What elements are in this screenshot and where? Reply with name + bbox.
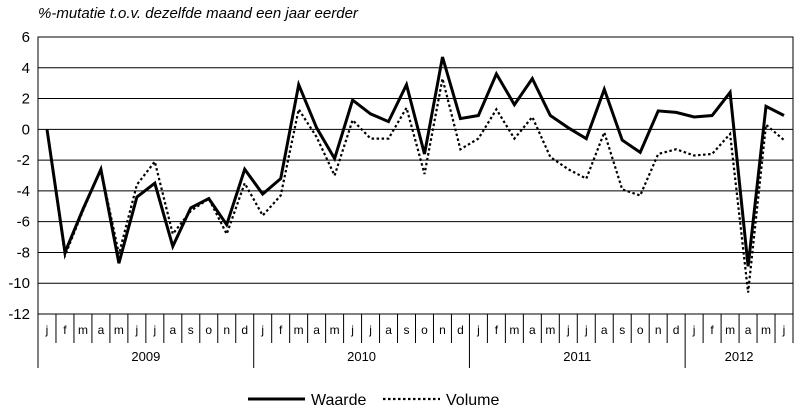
x-tick-label: m: [545, 323, 555, 337]
grid: [38, 36, 793, 315]
x-tick-label: j: [584, 323, 588, 337]
x-tick-label: m: [114, 323, 124, 337]
x-tick-label: j: [153, 323, 157, 337]
x-tick-label: a: [169, 323, 176, 337]
plot-border: [37, 36, 794, 315]
x-tick-label: a: [313, 323, 320, 337]
y-axis-label: %-mutatie t.o.v. dezelfde maand een jaar…: [38, 5, 359, 22]
x-tick-label: m: [509, 323, 519, 337]
y-tick-label: 0: [22, 121, 30, 138]
x-tick-label: j: [135, 323, 139, 337]
year-label: 2011: [563, 349, 591, 364]
year-label: 2009: [131, 349, 160, 364]
x-tick-label: s: [188, 323, 194, 337]
x-tick-label: d: [241, 323, 248, 337]
x-tick-label: j: [782, 323, 786, 337]
y-tick-label: -4: [17, 183, 30, 200]
x-tick-label: j: [260, 323, 264, 337]
x-tick-label: n: [439, 323, 446, 337]
y-tick-label: -12: [8, 306, 30, 323]
x-tick-label: f: [279, 323, 283, 337]
x-tick-label: a: [745, 323, 752, 337]
x-tick-label: j: [350, 323, 354, 337]
legend-item: Volume: [383, 392, 499, 409]
x-tick-label: a: [98, 323, 105, 337]
x-tick-label: j: [45, 323, 49, 337]
series-line-volume: [45, 78, 785, 293]
year-label: 2010: [347, 349, 376, 364]
year-label: 2012: [725, 349, 754, 364]
x-tick-label: d: [457, 323, 464, 337]
x-tick-label: j: [476, 323, 480, 337]
x-tick-label: n: [223, 323, 230, 337]
x-tick-label: o: [205, 323, 212, 337]
y-tick-label: 6: [22, 29, 30, 46]
plot-frame: [37, 36, 794, 315]
y-tick-label: 4: [22, 60, 30, 77]
x-tick-label: n: [655, 323, 662, 337]
x-tick-label: o: [637, 323, 644, 337]
y-tick-label: -6: [17, 214, 30, 231]
legend-label: Volume: [446, 392, 499, 409]
x-tick-label: j: [566, 323, 570, 337]
x-tick-label: m: [725, 323, 735, 337]
x-tick-label: f: [495, 323, 499, 337]
x-tick-label: j: [368, 323, 372, 337]
x-tick-label: a: [385, 323, 392, 337]
series-lines: [45, 56, 785, 293]
y-tick-label: 2: [22, 91, 30, 108]
legend-label: Waarde: [311, 392, 367, 409]
x-tick-label: f: [710, 323, 714, 337]
legend: Waarde Volume: [248, 392, 499, 409]
x-tick-label: s: [619, 323, 625, 337]
legend-item: Waarde: [248, 392, 367, 409]
y-axis-ticks: 6 4 2 0 -2 -4 -6 -8 -10 -12: [8, 29, 30, 323]
x-tick-label: s: [404, 323, 410, 337]
x-tick-label: m: [294, 323, 304, 337]
x-tick-label: a: [529, 323, 536, 337]
x-tick-label: a: [601, 323, 608, 337]
x-tick-label: m: [78, 323, 88, 337]
x-tick-label: m: [330, 323, 340, 337]
x-tick-label: o: [421, 323, 428, 337]
y-tick-label: -8: [17, 244, 30, 261]
x-tick-label: f: [63, 323, 67, 337]
x-tick-label: j: [692, 323, 696, 337]
series-line-waarde: [45, 56, 785, 267]
x-tick-label: m: [761, 323, 771, 337]
y-tick-label: -2: [17, 152, 30, 169]
y-tick-label: -10: [8, 275, 30, 292]
x-tick-label: d: [673, 323, 680, 337]
